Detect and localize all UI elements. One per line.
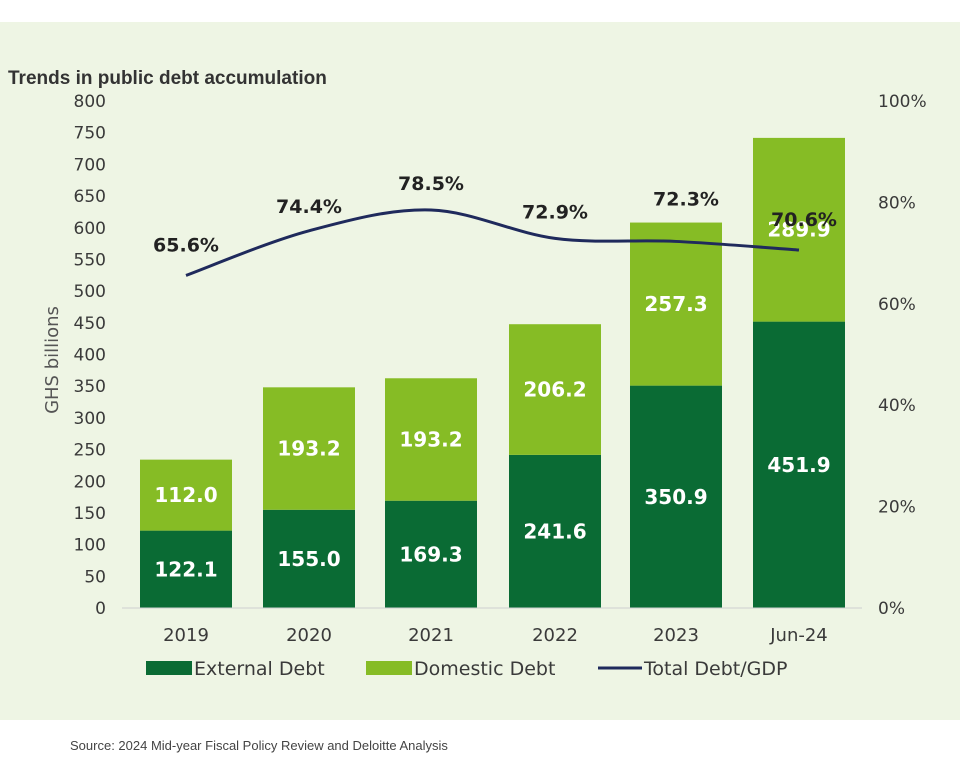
x-tick-label: Jun-24 [769, 625, 828, 646]
y-tick-label: 150 [74, 504, 106, 524]
x-tick-label: 2021 [408, 625, 454, 646]
data-label-debt-gdp: 65.6% [153, 234, 219, 256]
y-tick-label: 200 [74, 472, 106, 492]
legend-swatch-external-debt [146, 661, 192, 675]
bar-domestic-debt [753, 137, 845, 322]
data-label-domestic-debt: 289.9 [767, 218, 830, 242]
y-tick-label: 550 [74, 250, 106, 270]
bar-external-debt [509, 454, 601, 608]
data-label-debt-gdp: 72.3% [653, 188, 719, 210]
y2-tick-label: 60% [878, 295, 916, 315]
data-label-external-debt: 241.6 [523, 519, 586, 543]
y-tick-label: 450 [74, 314, 106, 334]
bar-domestic-debt [385, 378, 477, 501]
y2-tick-label: 80% [878, 193, 916, 213]
data-label-domestic-debt: 193.2 [399, 427, 462, 451]
x-tick-label: 2020 [286, 625, 332, 646]
source-note: Source: 2024 Mid-year Fiscal Policy Revi… [70, 738, 448, 753]
bar-external-debt [263, 509, 355, 608]
y-tick-label: 750 [74, 124, 106, 144]
y-axis-label: GHS billions [42, 306, 63, 414]
data-label-domestic-debt: 112.0 [154, 483, 217, 507]
legend: External Debt Domestic Debt Total Debt/G… [146, 658, 787, 680]
y-tick-label: 250 [74, 441, 106, 461]
y2-tick-label: 100% [878, 92, 927, 112]
data-label-external-debt: 350.9 [644, 485, 707, 509]
y2-tick-label: 0% [878, 599, 905, 619]
legend-swatch-domestic-debt [366, 661, 412, 675]
data-label-domestic-debt: 193.2 [277, 437, 340, 461]
legend-label-domestic-debt: Domestic Debt [414, 658, 555, 680]
y-tick-label: 650 [74, 187, 106, 207]
data-label-debt-gdp: 74.4% [276, 196, 342, 218]
y-tick-label: 300 [74, 409, 106, 429]
data-label-debt-gdp: 72.9% [522, 201, 588, 223]
y-tick-label: 800 [74, 92, 106, 112]
total-debt-gdp-line [185, 208, 800, 277]
y-tick-label: 500 [74, 282, 106, 302]
y-tick-label: 600 [74, 219, 106, 239]
bar-external-debt [630, 385, 722, 608]
data-label-debt-gdp: 78.5% [398, 173, 464, 195]
bar-external-debt [140, 530, 232, 608]
y-tick-label: 50 [84, 567, 106, 587]
legend-label-external-debt: External Debt [194, 658, 325, 680]
data-label-domestic-debt: 257.3 [644, 292, 707, 316]
y2-tick-label: 20% [878, 498, 916, 518]
y2-tick-label: 40% [878, 396, 916, 416]
bar-domestic-debt [140, 459, 232, 531]
data-label-external-debt: 169.3 [399, 542, 462, 566]
data-label-domestic-debt: 206.2 [523, 378, 586, 402]
y-tick-label: 400 [74, 346, 106, 366]
x-tick-label: 2023 [653, 625, 699, 646]
chart-title: Trends in public debt accumulation [8, 68, 327, 89]
bar-external-debt [753, 321, 845, 608]
x-tick-label: 2019 [163, 625, 209, 646]
bar-external-debt [385, 500, 477, 608]
y-tick-label: 0 [95, 599, 106, 619]
y-tick-label: 700 [74, 155, 106, 175]
y-tick-label: 350 [74, 377, 106, 397]
bar-domestic-debt [509, 324, 601, 455]
data-label-external-debt: 122.1 [154, 557, 217, 581]
y-tick-label: 100 [74, 536, 106, 556]
data-label-debt-gdp: 70.6% [771, 209, 837, 231]
legend-label-total-debt-gdp: Total Debt/GDP [643, 658, 787, 680]
bar-domestic-debt [263, 387, 355, 510]
bar-domestic-debt [630, 222, 722, 386]
data-label-external-debt: 155.0 [277, 547, 340, 571]
x-tick-label: 2022 [532, 625, 578, 646]
data-label-external-debt: 451.9 [767, 453, 830, 477]
